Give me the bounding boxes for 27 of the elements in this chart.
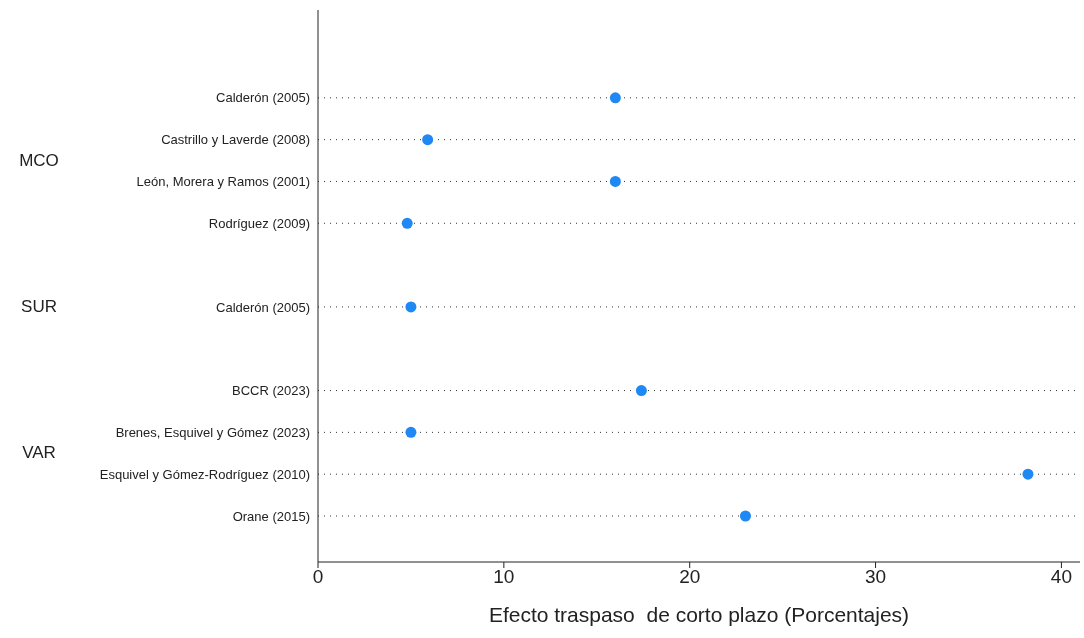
x-tick-label: 10 <box>493 566 515 588</box>
x-tick-label: 20 <box>679 566 701 588</box>
y-tick-label: León, Morera y Ramos (2001) <box>136 174 310 190</box>
text: SUR <box>20 296 58 317</box>
point <box>405 426 417 438</box>
point <box>405 301 417 313</box>
point <box>401 217 413 229</box>
x-tick-label: 0 <box>312 566 324 588</box>
y-tick-label: Esquivel y Gómez-Rodríguez (2010) <box>99 466 310 482</box>
y-tick-label: Calderón (2005) <box>216 299 310 315</box>
point <box>635 385 647 397</box>
text: VAR <box>21 443 57 464</box>
y-tick-label: Orane (2015) <box>232 508 310 524</box>
y-tick-label: Brenes, Esquivel y Gómez (2023) <box>115 424 310 440</box>
y-tick-label: Calderón (2005) <box>216 90 310 106</box>
point <box>609 92 621 104</box>
x-tick-label: 40 <box>1050 566 1072 588</box>
x-tick-label: 30 <box>864 566 887 588</box>
point <box>1022 468 1034 480</box>
point <box>422 134 434 146</box>
y-tick-label: Castrillo y Laverde (2008) <box>161 132 310 148</box>
x-axis-title: Efecto traspaso de corto plazo (Porcentajes) <box>488 603 910 626</box>
y-tick-label: BCCR (2023) <box>231 383 310 399</box>
text: MCO <box>18 150 60 171</box>
point <box>609 175 621 187</box>
point <box>739 510 751 522</box>
y-tick-label: Rodríguez (2009) <box>208 215 310 231</box>
